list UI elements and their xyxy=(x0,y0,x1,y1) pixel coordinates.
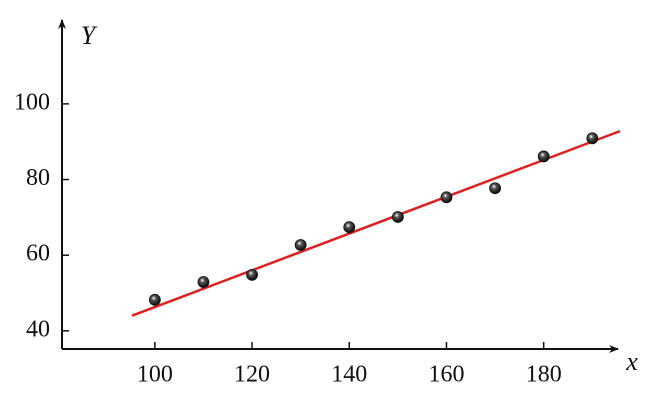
x-tick-label: 140 xyxy=(331,362,367,388)
data-point xyxy=(586,132,599,145)
fit-line xyxy=(131,129,621,317)
x-tick-label: 100 xyxy=(137,362,173,388)
x-tick-label: 180 xyxy=(526,362,562,388)
x-axis-label: x xyxy=(625,347,638,376)
data-point xyxy=(440,191,453,204)
y-tick-label: 40 xyxy=(26,316,50,342)
y-tick-label: 100 xyxy=(14,89,50,115)
y-tick-label: 80 xyxy=(26,165,50,191)
data-point xyxy=(391,211,404,223)
data-point xyxy=(294,239,307,251)
data-point xyxy=(489,182,501,195)
data-point xyxy=(246,268,258,281)
data-point xyxy=(537,150,550,163)
y-axis-label: Y xyxy=(81,21,98,50)
y-tick-label: 60 xyxy=(26,241,50,267)
x-tick-label: 120 xyxy=(234,362,270,388)
data-point xyxy=(148,293,161,306)
data-point xyxy=(197,276,210,288)
data-point xyxy=(343,221,356,234)
x-tick-label: 160 xyxy=(428,362,464,388)
